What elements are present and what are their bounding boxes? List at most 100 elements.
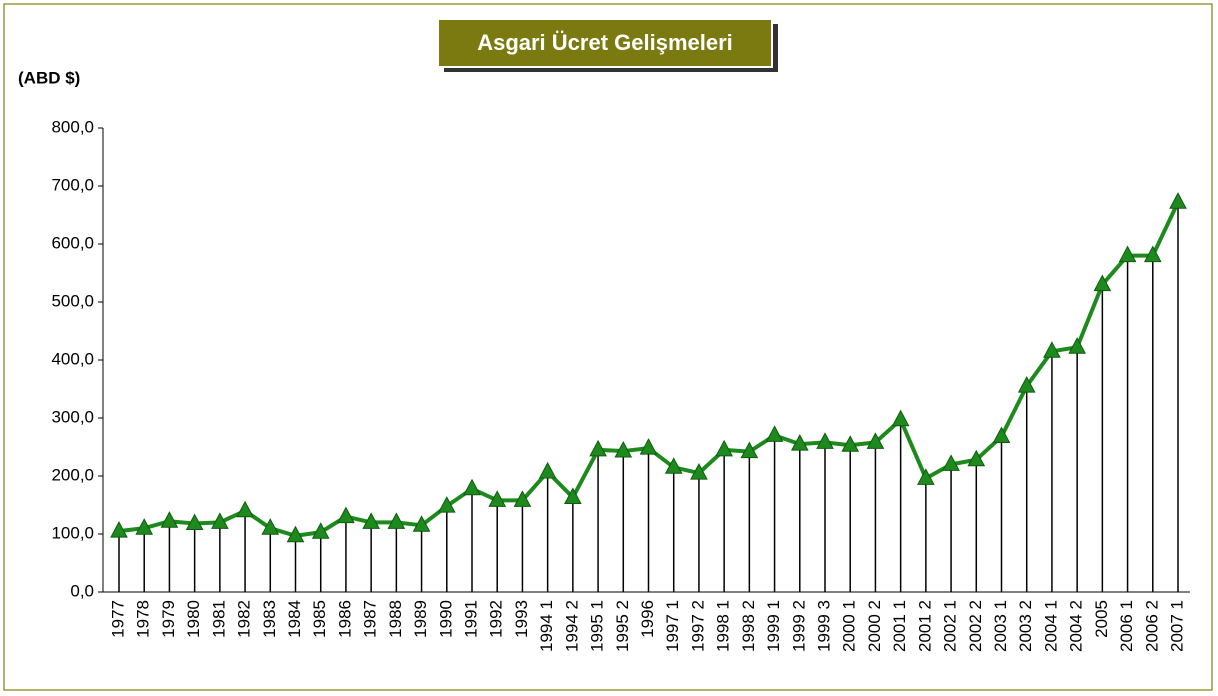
x-tick-label: 2006 1 xyxy=(1117,600,1136,652)
x-tick-label: 1999 1 xyxy=(764,600,783,652)
x-tick-label: 2005 xyxy=(1092,600,1111,638)
marker xyxy=(891,409,910,427)
marker xyxy=(715,439,733,457)
y-tick-label: 300,0 xyxy=(51,407,94,426)
x-tick-label: 2004 1 xyxy=(1041,600,1060,652)
marker xyxy=(362,512,380,529)
x-tick-label: 2007 1 xyxy=(1167,600,1186,652)
x-tick-label: 1987 xyxy=(361,600,380,638)
x-tick-label: 1980 xyxy=(184,600,203,638)
y-tick-label: 400,0 xyxy=(51,349,94,368)
marker xyxy=(185,513,204,531)
y-tick-label: 0,0 xyxy=(70,581,94,600)
chart-title: Asgari Ücret Gelişmeleri xyxy=(477,30,733,55)
x-tick-label: 1999 2 xyxy=(789,600,808,652)
marker xyxy=(740,441,759,459)
y-tick-label: 700,0 xyxy=(51,175,94,194)
x-tick-label: 1983 xyxy=(260,600,279,638)
marker xyxy=(311,522,330,539)
x-tick-label: 1994 2 xyxy=(562,600,581,652)
marker xyxy=(337,506,355,524)
x-tick-label: 1990 xyxy=(436,600,455,638)
x-tick-label: 1998 2 xyxy=(739,600,758,652)
x-tick-label: 1992 xyxy=(487,600,506,638)
marker xyxy=(1118,245,1137,263)
marker xyxy=(513,490,532,507)
marker xyxy=(614,440,633,458)
x-tick-label: 2001 2 xyxy=(915,600,934,652)
marker xyxy=(967,449,986,467)
x-tick-label: 1995 2 xyxy=(613,600,632,652)
y-axis-label: (ABD $) xyxy=(18,68,80,87)
x-tick-label: 1997 2 xyxy=(688,600,707,652)
x-tick-label: 2004 2 xyxy=(1067,600,1086,652)
marker xyxy=(1017,376,1036,393)
x-tick-label: 2003 1 xyxy=(991,600,1010,652)
chart-border xyxy=(3,3,1213,691)
marker xyxy=(1043,341,1061,358)
y-tick-label: 100,0 xyxy=(51,523,94,542)
x-tick-label: 2002 1 xyxy=(941,600,960,652)
marker xyxy=(942,454,960,471)
x-tick-label: 2001 1 xyxy=(890,600,909,652)
x-tick-label: 2006 2 xyxy=(1142,600,1161,652)
x-tick-label: 1993 xyxy=(512,600,531,638)
marker xyxy=(816,432,834,449)
x-tick-label: 1986 xyxy=(335,600,354,638)
marker xyxy=(841,435,860,452)
marker xyxy=(664,457,683,474)
marker xyxy=(992,426,1011,444)
marker xyxy=(589,439,607,457)
marker xyxy=(1169,192,1187,209)
marker xyxy=(463,478,481,496)
x-tick-label: 1982 xyxy=(235,600,254,638)
marker xyxy=(488,490,507,507)
x-tick-label: 1977 xyxy=(108,600,127,638)
x-tick-label: 2003 2 xyxy=(1016,600,1035,652)
marker xyxy=(1068,337,1086,354)
x-tick-label: 1984 xyxy=(285,600,304,638)
marker xyxy=(1093,274,1112,292)
marker xyxy=(564,487,582,504)
marker xyxy=(160,511,179,528)
marker xyxy=(790,434,809,451)
title-box xyxy=(437,18,773,68)
x-tick-label: 1978 xyxy=(134,600,153,638)
x-tick-label: 1998 1 xyxy=(714,600,733,652)
x-tick-label: 1996 xyxy=(638,600,657,638)
x-tick-label: 2000 2 xyxy=(865,600,884,652)
x-tick-label: 1997 1 xyxy=(663,600,682,652)
x-tick-label: 1981 xyxy=(209,600,228,638)
x-tick-label: 1985 xyxy=(310,600,329,638)
x-tick-label: 1991 xyxy=(461,600,480,638)
x-tick-label: 1988 xyxy=(386,600,405,638)
marker xyxy=(866,432,885,449)
y-tick-label: 600,0 xyxy=(51,233,94,252)
marker xyxy=(437,496,456,513)
y-tick-label: 500,0 xyxy=(51,291,94,310)
marker xyxy=(412,515,431,532)
marker xyxy=(110,521,128,538)
marker xyxy=(236,500,254,518)
marker xyxy=(538,461,557,479)
marker xyxy=(261,518,280,535)
marker xyxy=(765,425,784,442)
x-tick-label: 2002 2 xyxy=(966,600,985,652)
marker xyxy=(639,438,658,455)
marker xyxy=(1143,245,1162,263)
marker xyxy=(135,518,154,535)
y-tick-label: 200,0 xyxy=(51,465,94,484)
y-tick-label: 800,0 xyxy=(51,117,94,136)
x-tick-label: 1999 3 xyxy=(814,600,833,652)
x-tick-label: 1989 xyxy=(411,600,430,638)
marker xyxy=(387,512,406,529)
marker xyxy=(211,512,229,529)
x-tick-label: 1994 1 xyxy=(537,600,556,652)
marker xyxy=(690,463,708,480)
x-tick-label: 1979 xyxy=(159,600,178,638)
marker xyxy=(286,525,305,543)
x-tick-label: 2000 1 xyxy=(840,600,859,652)
marker xyxy=(917,468,935,485)
x-tick-label: 1995 1 xyxy=(588,600,607,652)
